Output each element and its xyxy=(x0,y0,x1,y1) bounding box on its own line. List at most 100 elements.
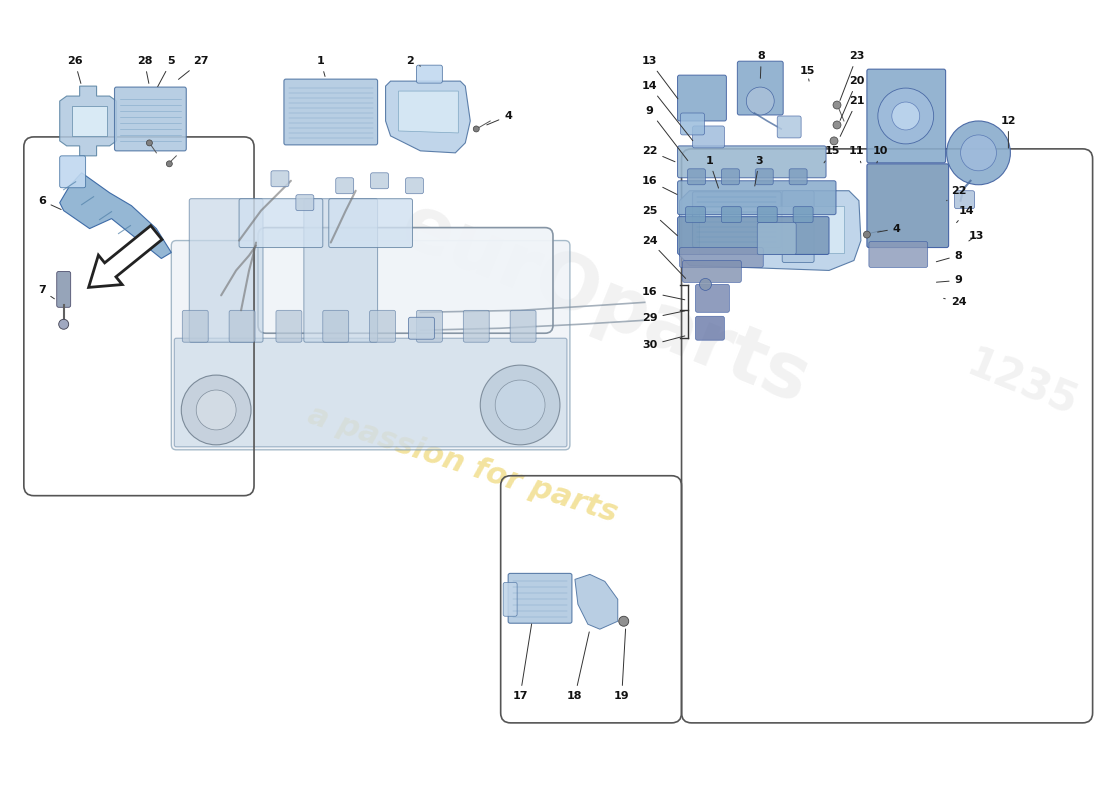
Text: 28: 28 xyxy=(136,56,152,83)
Text: 1: 1 xyxy=(705,156,718,188)
Text: 8: 8 xyxy=(936,250,962,262)
FancyBboxPatch shape xyxy=(408,318,435,339)
FancyBboxPatch shape xyxy=(678,75,726,121)
FancyBboxPatch shape xyxy=(778,116,801,138)
Text: a passion for parts: a passion for parts xyxy=(304,400,620,528)
FancyBboxPatch shape xyxy=(678,181,836,214)
Circle shape xyxy=(619,616,629,626)
Text: 8: 8 xyxy=(758,51,766,78)
Circle shape xyxy=(196,390,236,430)
FancyBboxPatch shape xyxy=(678,146,826,178)
Circle shape xyxy=(481,365,560,445)
Text: 4: 4 xyxy=(878,223,901,234)
Text: 17: 17 xyxy=(513,624,531,701)
FancyBboxPatch shape xyxy=(680,247,763,267)
Circle shape xyxy=(182,375,251,445)
Text: 11: 11 xyxy=(849,146,865,163)
FancyBboxPatch shape xyxy=(284,79,377,145)
FancyBboxPatch shape xyxy=(229,310,255,342)
FancyBboxPatch shape xyxy=(59,156,86,188)
Text: 22: 22 xyxy=(642,146,675,162)
FancyBboxPatch shape xyxy=(336,178,354,194)
Text: eurOparts: eurOparts xyxy=(389,189,820,420)
Text: 7: 7 xyxy=(37,286,54,299)
FancyBboxPatch shape xyxy=(417,65,442,83)
FancyBboxPatch shape xyxy=(867,164,948,247)
Text: 30: 30 xyxy=(642,336,685,350)
Text: 12: 12 xyxy=(1001,116,1016,148)
Circle shape xyxy=(833,101,842,109)
Text: 29: 29 xyxy=(641,311,685,323)
Text: 24: 24 xyxy=(944,298,967,307)
Text: 23: 23 xyxy=(840,51,865,101)
Circle shape xyxy=(864,231,870,238)
Circle shape xyxy=(960,135,997,170)
FancyBboxPatch shape xyxy=(757,222,796,254)
Text: 16: 16 xyxy=(641,287,685,300)
Text: 9: 9 xyxy=(646,106,688,161)
Text: 27: 27 xyxy=(178,56,209,79)
Polygon shape xyxy=(386,81,471,153)
Text: 6: 6 xyxy=(37,196,62,210)
FancyBboxPatch shape xyxy=(258,228,553,334)
FancyBboxPatch shape xyxy=(174,338,566,447)
Text: 14: 14 xyxy=(641,81,693,141)
FancyBboxPatch shape xyxy=(322,310,349,342)
Text: 10: 10 xyxy=(873,146,889,163)
Text: 13: 13 xyxy=(642,56,678,99)
FancyBboxPatch shape xyxy=(757,206,778,222)
Text: 14: 14 xyxy=(957,206,975,222)
FancyBboxPatch shape xyxy=(688,169,705,185)
Circle shape xyxy=(892,102,920,130)
FancyBboxPatch shape xyxy=(681,113,704,135)
FancyArrow shape xyxy=(89,226,162,287)
Polygon shape xyxy=(72,106,107,136)
Text: 16: 16 xyxy=(641,176,678,194)
Text: 5: 5 xyxy=(157,56,175,86)
FancyBboxPatch shape xyxy=(782,190,814,262)
FancyBboxPatch shape xyxy=(271,170,289,186)
Circle shape xyxy=(146,140,153,146)
FancyBboxPatch shape xyxy=(371,173,388,189)
FancyBboxPatch shape xyxy=(793,206,813,222)
FancyBboxPatch shape xyxy=(955,190,975,209)
Text: 20: 20 xyxy=(840,76,865,121)
FancyBboxPatch shape xyxy=(693,192,781,247)
Text: 2: 2 xyxy=(407,56,420,66)
FancyBboxPatch shape xyxy=(695,285,729,312)
Text: 15: 15 xyxy=(800,66,815,81)
Text: 25: 25 xyxy=(642,206,678,236)
FancyBboxPatch shape xyxy=(296,194,314,210)
FancyBboxPatch shape xyxy=(695,316,725,340)
FancyBboxPatch shape xyxy=(172,241,570,450)
Circle shape xyxy=(473,126,480,132)
Polygon shape xyxy=(680,190,861,270)
Polygon shape xyxy=(700,206,844,253)
Polygon shape xyxy=(398,91,459,133)
Text: 13: 13 xyxy=(969,230,984,241)
Text: 9: 9 xyxy=(936,275,962,286)
Text: 1: 1 xyxy=(317,56,324,77)
Text: 3: 3 xyxy=(755,156,763,186)
FancyBboxPatch shape xyxy=(417,310,442,342)
FancyBboxPatch shape xyxy=(329,198,412,247)
Circle shape xyxy=(166,161,173,167)
Polygon shape xyxy=(59,86,117,156)
Circle shape xyxy=(878,88,934,144)
FancyBboxPatch shape xyxy=(722,169,739,185)
Circle shape xyxy=(700,278,712,290)
FancyBboxPatch shape xyxy=(737,61,783,115)
FancyBboxPatch shape xyxy=(183,310,208,342)
FancyBboxPatch shape xyxy=(510,310,536,342)
Circle shape xyxy=(495,380,544,430)
FancyBboxPatch shape xyxy=(57,271,70,307)
FancyBboxPatch shape xyxy=(503,582,517,616)
Circle shape xyxy=(58,319,68,330)
Circle shape xyxy=(830,137,838,145)
FancyBboxPatch shape xyxy=(239,198,322,247)
Text: 1235: 1235 xyxy=(960,343,1082,426)
FancyBboxPatch shape xyxy=(114,87,186,151)
FancyBboxPatch shape xyxy=(276,310,301,342)
FancyBboxPatch shape xyxy=(508,574,572,623)
Circle shape xyxy=(746,87,774,115)
